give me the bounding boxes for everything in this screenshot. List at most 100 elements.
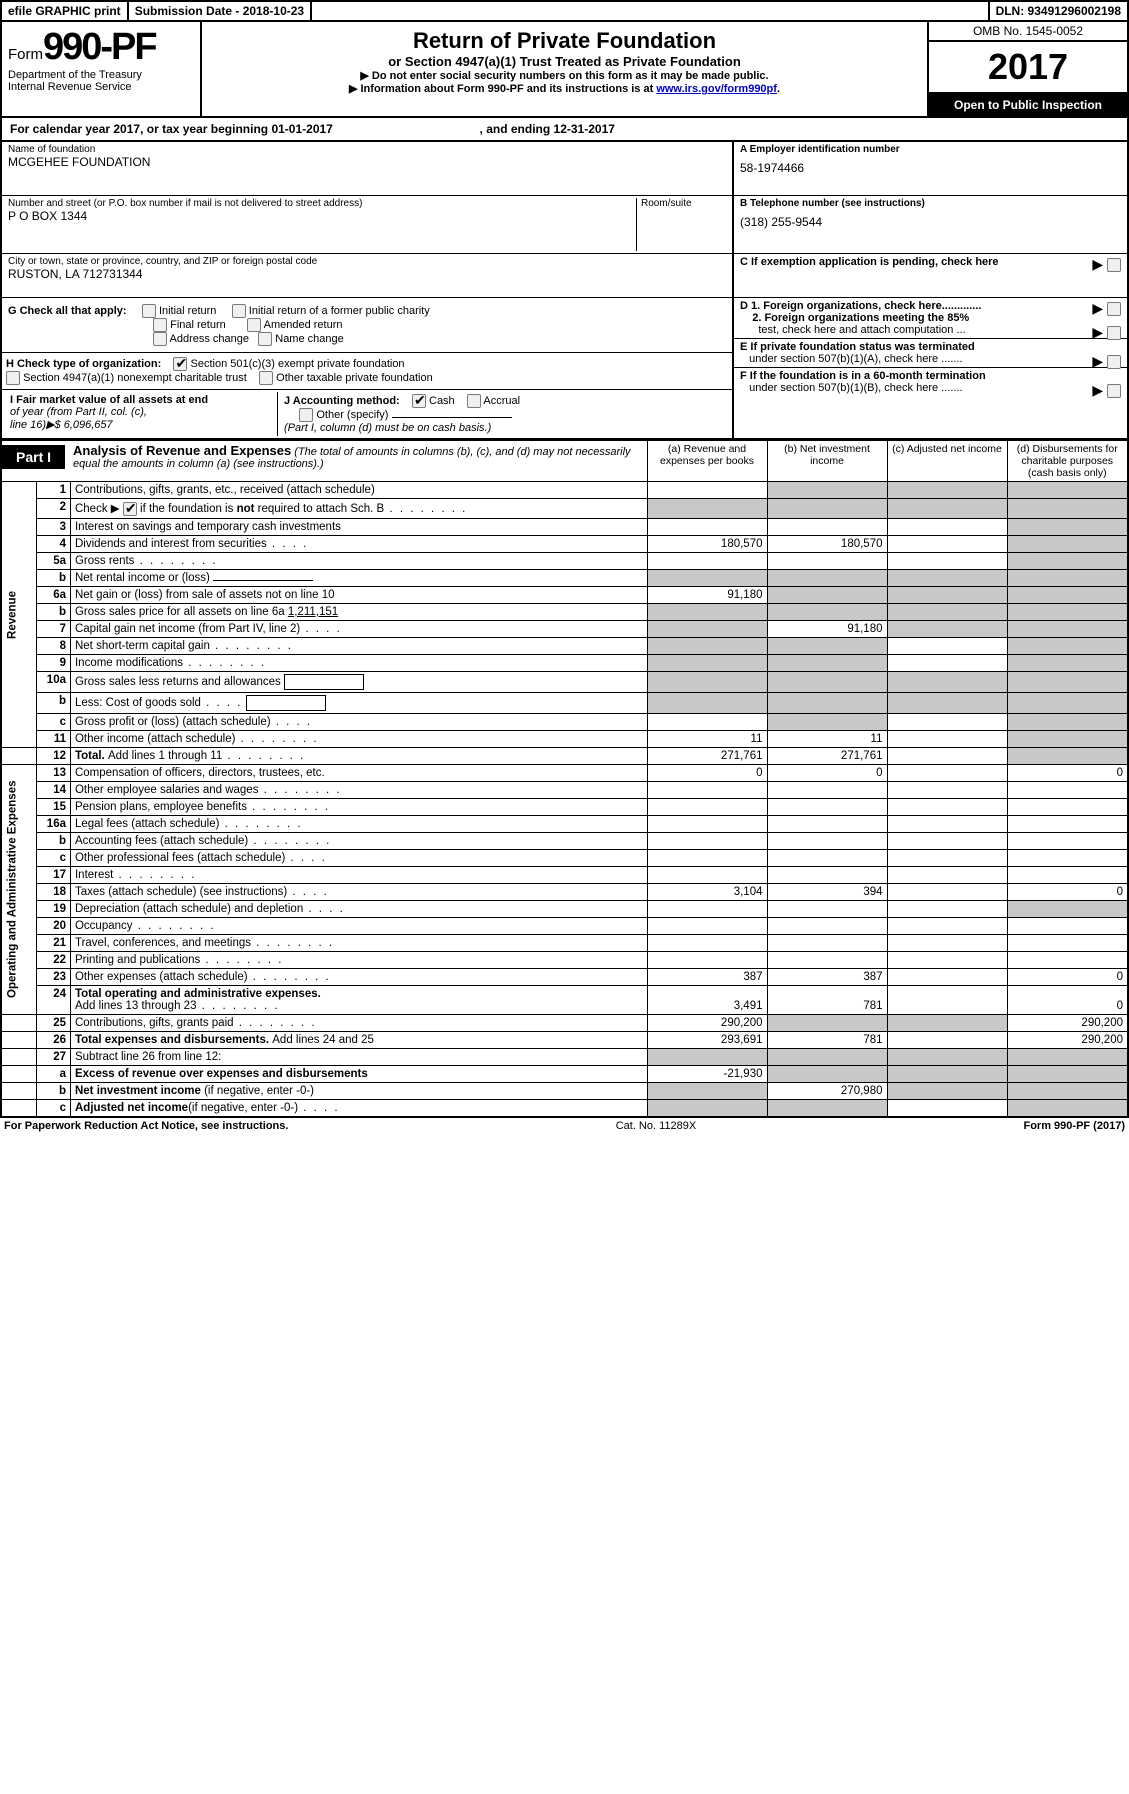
open-inspection: Open to Public Inspection <box>929 94 1127 116</box>
checkbox-initial-return[interactable] <box>142 304 156 318</box>
foundation-name: MCGEHEE FOUNDATION <box>8 155 726 169</box>
h-opt1: Section 501(c)(3) exempt private foundat… <box>191 358 405 370</box>
col-a-header: (a) Revenue and expenses per books <box>647 441 767 482</box>
a-label: A Employer identification number <box>740 144 900 155</box>
row-16b: b Accounting fees (attach schedule) <box>2 832 1127 849</box>
form-subtitle: or Section 4947(a)(1) Trust Treated as P… <box>208 54 921 69</box>
h-opt2: Section 4947(a)(1) nonexempt charitable … <box>23 372 247 384</box>
row-10c: c Gross profit or (loss) (attach schedul… <box>2 713 1127 730</box>
note-info-pre: ▶ Information about Form 990-PF and its … <box>349 83 656 95</box>
h-opt3: Other taxable private foundation <box>276 372 433 384</box>
g-opt6: Name change <box>275 333 344 345</box>
row-6a: 6a Net gain or (loss) from sale of asset… <box>2 586 1127 603</box>
city-state-zip: RUSTON, LA 712731344 <box>8 267 726 281</box>
row-5a: 5a Gross rents <box>2 552 1127 569</box>
row-13: Operating and Administrative Expenses 13… <box>2 764 1127 781</box>
checkbox-4947[interactable] <box>6 371 20 385</box>
room-label: Room/suite <box>641 198 726 209</box>
name-label: Name of foundation <box>8 144 726 155</box>
checkbox-cash[interactable] <box>412 394 426 408</box>
g-opt4: Amended return <box>264 319 343 331</box>
dept-irs: Internal Revenue Service <box>8 81 194 93</box>
omb-number: OMB No. 1545-0052 <box>929 22 1127 42</box>
row-27a: a Excess of revenue over expenses and di… <box>2 1065 1127 1082</box>
i-label1: I Fair market value of all assets at end <box>10 394 208 406</box>
row-1: Revenue 1 Contributions, gifts, grants, … <box>2 482 1127 499</box>
e1-label: E If private foundation status was termi… <box>740 341 975 353</box>
row-11: 11 Other income (attach schedule) 1111 <box>2 730 1127 747</box>
row-2: 2 Check ▶ if the foundation is not requi… <box>2 499 1127 519</box>
row-17: 17 Interest <box>2 866 1127 883</box>
g-opt5: Address change <box>170 333 250 345</box>
row-18: 18 Taxes (attach schedule) (see instruct… <box>2 883 1127 900</box>
col-c-header: (c) Adjusted net income <box>887 441 1007 482</box>
g-label: G Check all that apply: <box>8 305 127 317</box>
form-container: efile GRAPHIC print Submission Date - 20… <box>0 0 1129 1118</box>
h-label: H Check type of organization: <box>6 358 161 370</box>
checkbox-amended[interactable] <box>247 318 261 332</box>
j-note: (Part I, column (d) must be on cash basi… <box>284 422 491 434</box>
part1-title: Analysis of Revenue and Expenses <box>73 443 291 458</box>
efile-label: efile GRAPHIC print <box>2 2 129 20</box>
addr-label: Number and street (or P.O. box number if… <box>8 198 636 209</box>
row-20: 20 Occupancy <box>2 917 1127 934</box>
row-27b: b Net investment income (if negative, en… <box>2 1082 1127 1099</box>
city-label: City or town, state or province, country… <box>8 256 726 267</box>
j-cash: Cash <box>429 395 455 407</box>
row-3: 3 Interest on savings and temporary cash… <box>2 518 1127 535</box>
form-header: Form990-PF Department of the Treasury In… <box>2 22 1127 118</box>
row-16a: 16a Legal fees (attach schedule) <box>2 815 1127 832</box>
row-14: 14 Other employee salaries and wages <box>2 781 1127 798</box>
submission-date: Submission Date - 2018-10-23 <box>129 2 312 20</box>
checkbox-schb[interactable] <box>123 502 137 516</box>
g-opt3: Final return <box>170 319 226 331</box>
ein: 58-1974466 <box>740 161 1121 175</box>
cal-begin: 01-01-2017 <box>271 122 332 136</box>
footer-right: Form 990-PF (2017) <box>1023 1120 1125 1132</box>
checkbox-85pct[interactable] <box>1107 326 1121 340</box>
checkbox-exemption-pending[interactable] <box>1107 258 1121 272</box>
row-10b: b Less: Cost of goods sold <box>2 692 1127 713</box>
col-d-header: (d) Disbursements for charitable purpose… <box>1007 441 1127 482</box>
d2a-label: 2. Foreign organizations meeting the 85% <box>752 312 969 324</box>
g-opt1: Initial return <box>159 305 216 317</box>
row-21: 21 Travel, conferences, and meetings <box>2 934 1127 951</box>
revenue-section-label: Revenue <box>2 482 36 748</box>
checkbox-initial-former[interactable] <box>232 304 246 318</box>
row-15: 15 Pension plans, employee benefits <box>2 798 1127 815</box>
row-10a: 10a Gross sales less returns and allowan… <box>2 671 1127 692</box>
row-27: 27 Subtract line 26 from line 12: <box>2 1048 1127 1065</box>
col-b-header: (b) Net investment income <box>767 441 887 482</box>
i-label3: line 16)▶$ 6,096,657 <box>10 419 113 431</box>
row-19: 19 Depreciation (attach schedule) and de… <box>2 900 1127 917</box>
checkbox-address-change[interactable] <box>153 332 167 346</box>
instructions-link[interactable]: www.irs.gov/form990pf <box>656 83 777 95</box>
identification-block: Name of foundation MCGEHEE FOUNDATION Nu… <box>2 142 1127 440</box>
checkbox-name-change[interactable] <box>258 332 272 346</box>
footer-mid: Cat. No. 11289X <box>616 1120 697 1132</box>
form-title: Return of Private Foundation <box>208 28 921 54</box>
part1-table: Part I Analysis of Revenue and Expenses … <box>2 440 1127 1116</box>
row-12: 12 Total. Add lines 1 through 11 271,761… <box>2 747 1127 764</box>
page-footer: For Paperwork Reduction Act Notice, see … <box>0 1118 1129 1134</box>
row-16c: c Other professional fees (attach schedu… <box>2 849 1127 866</box>
checkbox-other-taxable[interactable] <box>259 371 273 385</box>
checkbox-accrual[interactable] <box>467 394 481 408</box>
row-22: 22 Printing and publications <box>2 951 1127 968</box>
checkbox-foreign-org[interactable] <box>1107 302 1121 316</box>
row-24: 24 Total operating and administrative ex… <box>2 985 1127 1014</box>
street-address: P O BOX 1344 <box>8 209 636 223</box>
checkbox-507b1a[interactable] <box>1107 355 1121 369</box>
j-label: J Accounting method: <box>284 395 400 407</box>
calendar-year-row: For calendar year 2017, or tax year begi… <box>2 118 1127 142</box>
footer-left: For Paperwork Reduction Act Notice, see … <box>4 1120 288 1132</box>
j-accrual: Accrual <box>483 395 520 407</box>
cal-end: 12-31-2017 <box>554 122 615 136</box>
e2-label: under section 507(b)(1)(A), check here .… <box>749 353 962 365</box>
checkbox-501c3[interactable] <box>173 357 187 371</box>
expenses-section-label: Operating and Administrative Expenses <box>2 764 36 1014</box>
checkbox-other-method[interactable] <box>299 408 313 422</box>
checkbox-final-return[interactable] <box>153 318 167 332</box>
form-number: 990-PF <box>43 26 156 68</box>
checkbox-507b1b[interactable] <box>1107 384 1121 398</box>
